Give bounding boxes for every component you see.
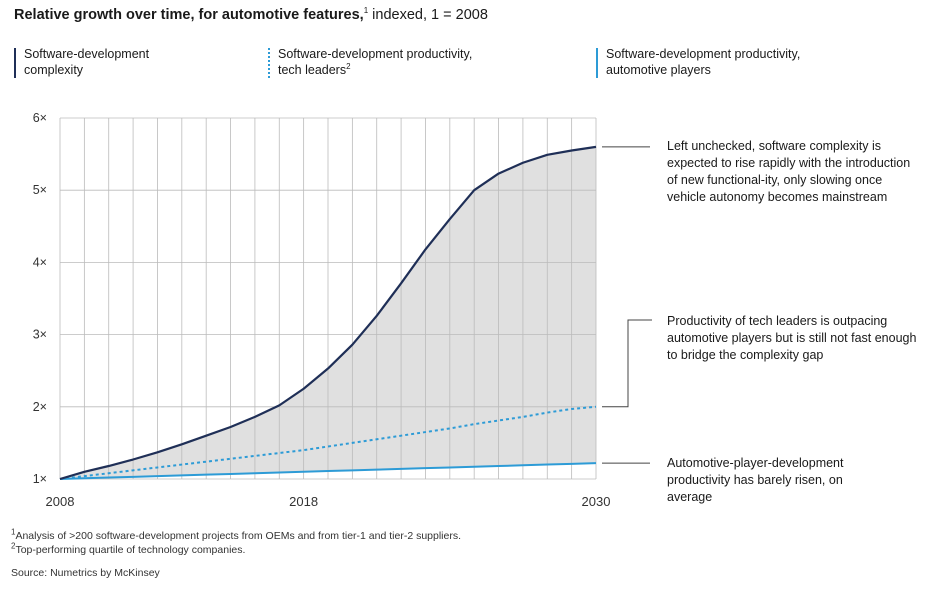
- annotation-complexity: Left unchecked, software complexity is e…: [667, 139, 911, 204]
- chart-title-footnote-mark: 1: [363, 6, 369, 16]
- y-tick-label: 4×: [33, 255, 47, 269]
- footnote-1-mark: 1: [11, 527, 16, 537]
- legend-swatch-automotive: [596, 48, 598, 78]
- legend-label-line2: tech leaders2: [278, 62, 472, 78]
- legend-label-line2: complexity: [24, 63, 84, 77]
- series-line-tech-leaders: [59, 405, 597, 480]
- annotation-automotive: Automotive-player-development productivi…: [667, 456, 844, 504]
- source-note: Source: Numetrics by McKinsey: [11, 567, 160, 579]
- legend-item-complexity: Software-development complexity: [14, 46, 149, 78]
- legend-footnote-mark: 2: [346, 61, 351, 71]
- x-tick-label: 2008: [46, 494, 75, 509]
- legend-swatch-complexity: [14, 48, 16, 78]
- annotation-tech-leaders: Productivity of tech leaders is outpacin…: [667, 314, 917, 362]
- y-tick-label: 2×: [33, 400, 47, 414]
- annotation-leader-tech-leaders: [602, 319, 652, 408]
- footnote-2: 2Top-performing quartile of technology c…: [11, 541, 246, 556]
- chart-title-rest: indexed, 1 = 2008: [368, 7, 488, 23]
- legend-label-line1: Software-development productivity,: [606, 47, 801, 61]
- legend-label-line2: automotive players: [606, 63, 711, 77]
- y-tick-label: 3×: [33, 328, 47, 342]
- footnote-1: 1Analysis of >200 software-development p…: [11, 527, 462, 542]
- series-line-complexity: [59, 145, 597, 481]
- x-tick-label: 2018: [289, 494, 318, 509]
- y-tick-label: 5×: [33, 183, 47, 197]
- chart-title: Relative growth over time, for automotiv…: [14, 7, 488, 23]
- chart-title-bold: Relative growth over time, for automotiv…: [14, 7, 364, 23]
- legend-swatch-tech-leaders: [268, 48, 270, 78]
- y-tick-label: 1×: [33, 472, 47, 486]
- footnote-2-mark: 2: [11, 541, 16, 551]
- x-tick-label: 2030: [582, 494, 611, 509]
- gap-area: [60, 146, 596, 479]
- footnote-2-text: Top-performing quartile of technology co…: [15, 544, 246, 556]
- legend-item-tech-leaders: Software-development productivity, tech …: [268, 46, 472, 78]
- legend-label-line2-text: tech leaders: [278, 63, 347, 77]
- legend-label-line1: Software-development productivity,: [278, 47, 473, 61]
- y-tick-label: 6×: [33, 111, 47, 125]
- legend-item-automotive: Software-development productivity, autom…: [596, 46, 800, 78]
- series-line-automotive: [59, 462, 597, 480]
- legend-label-line1: Software-development: [24, 47, 150, 61]
- footnote-1-text: Analysis of >200 software-development pr…: [15, 530, 462, 542]
